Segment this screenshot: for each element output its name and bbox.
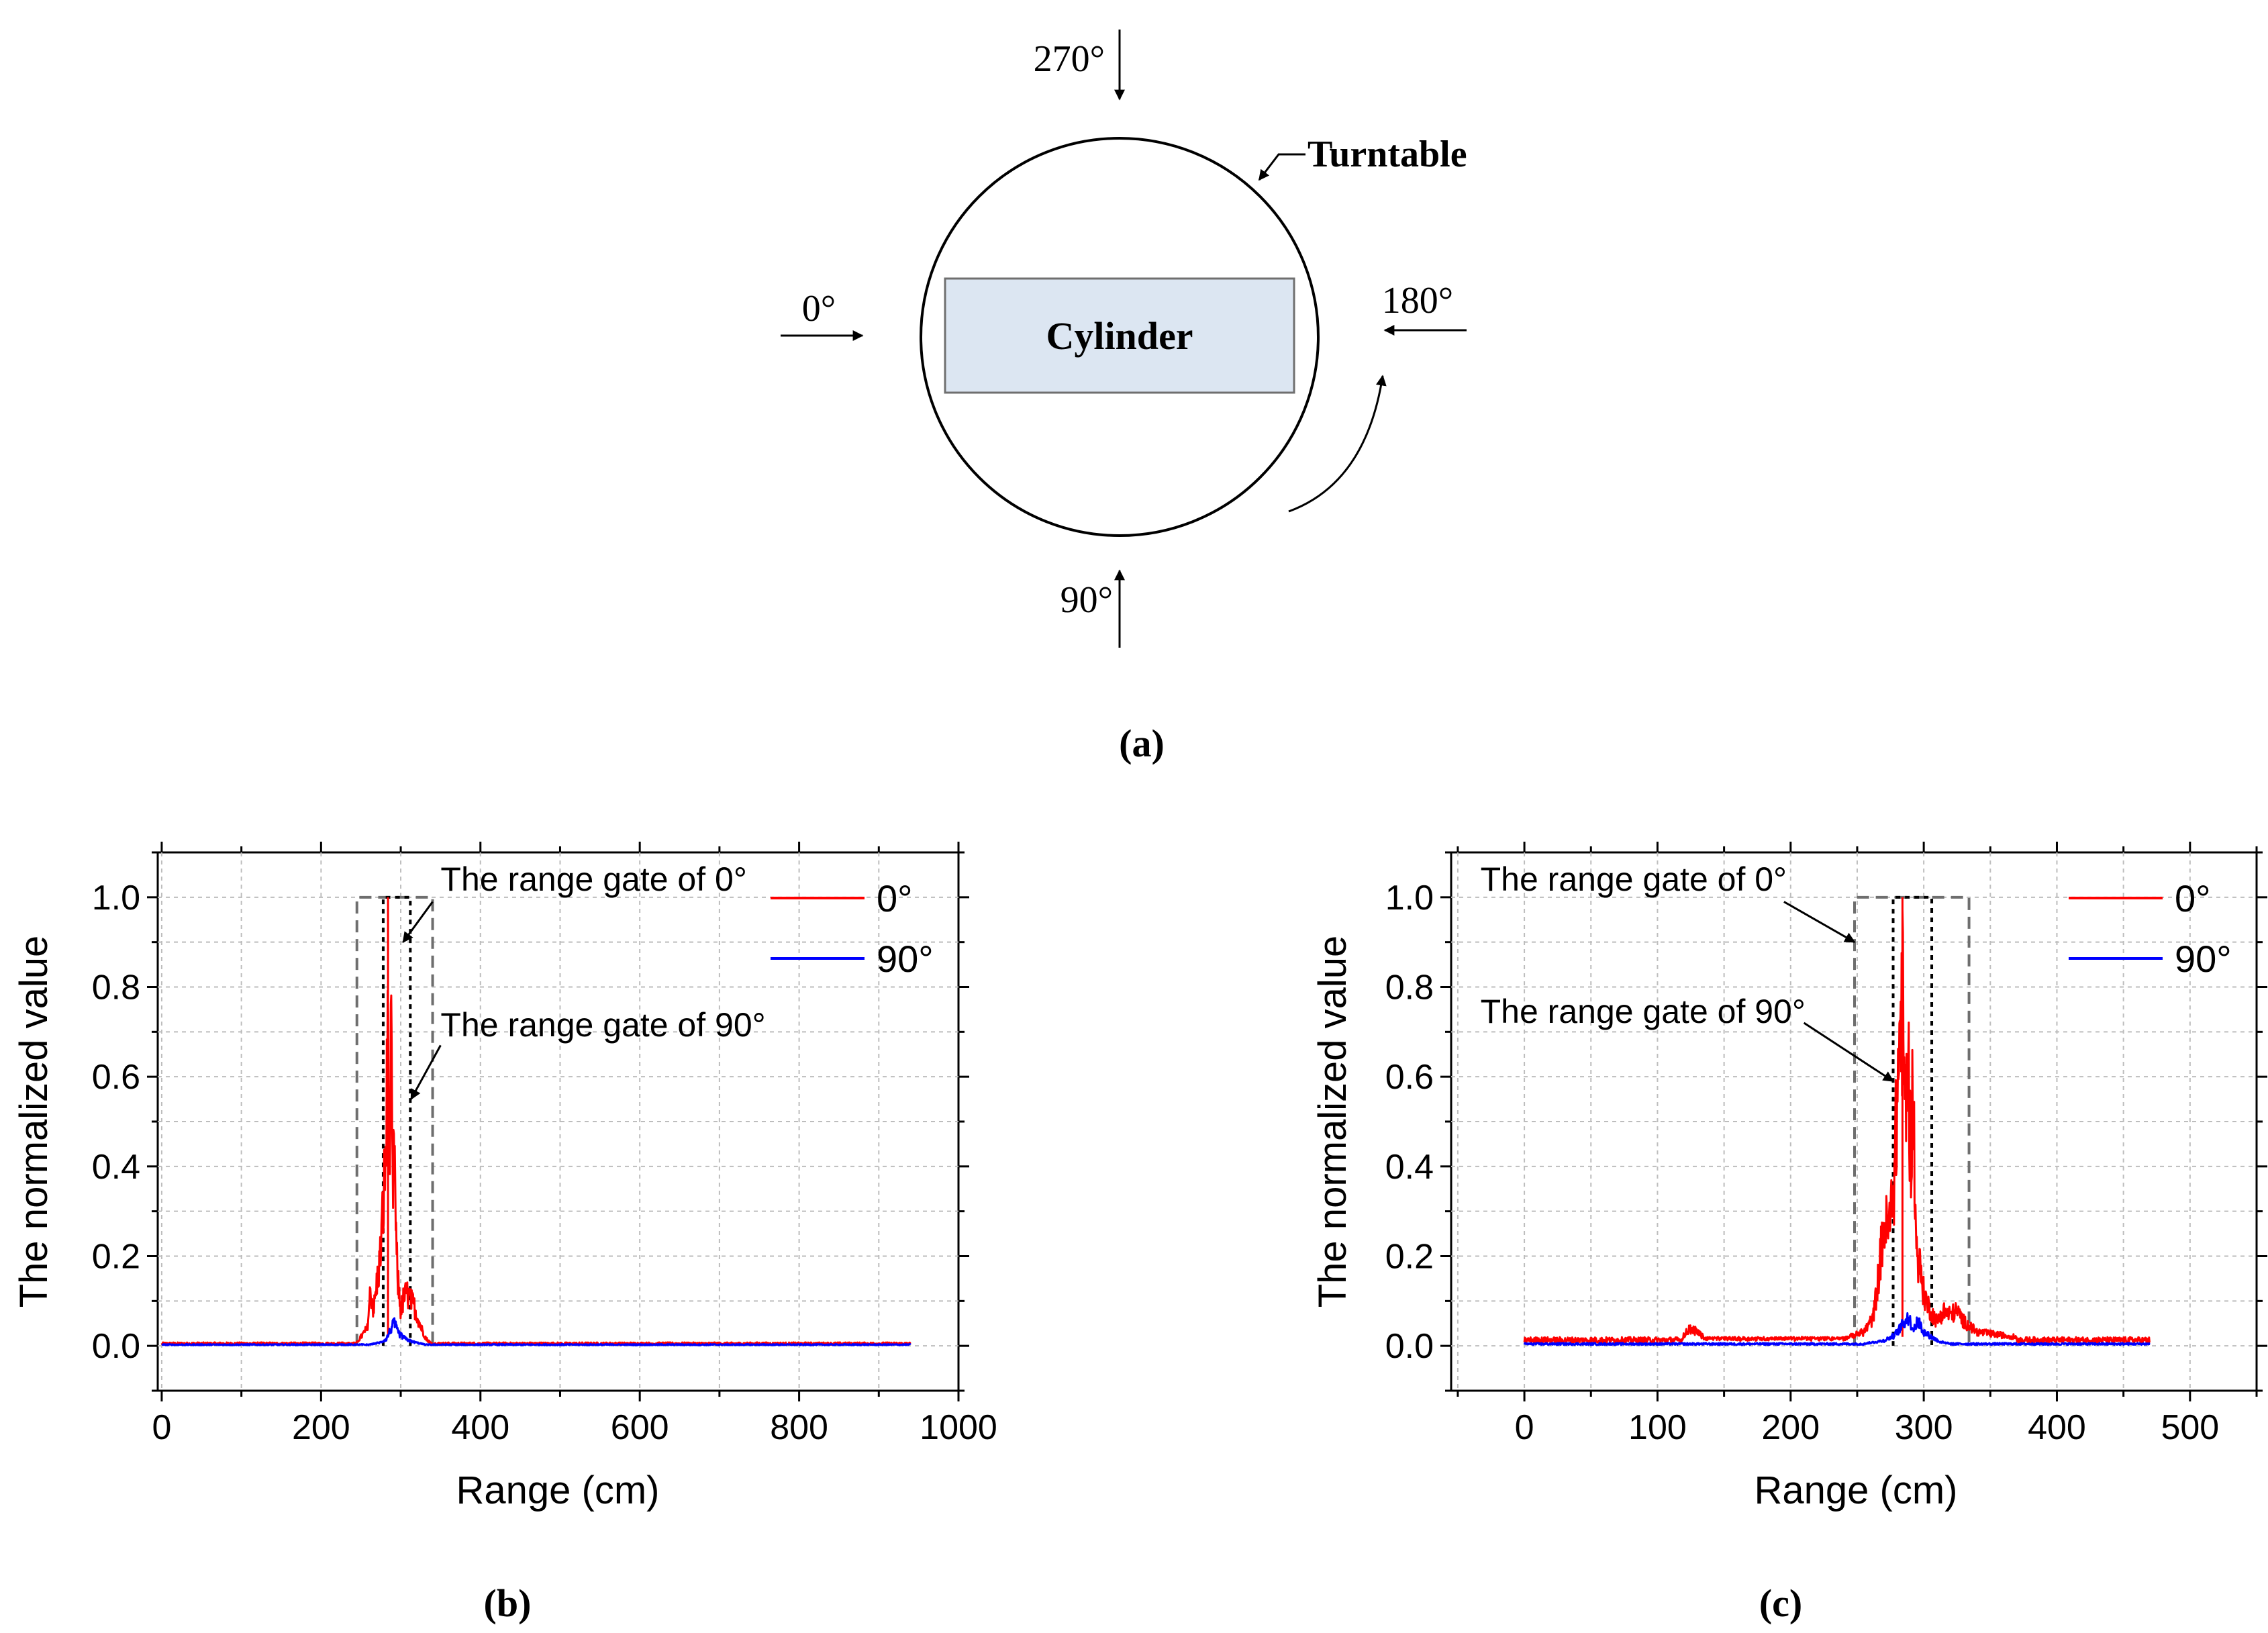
chart-c-x-tick-label: 0 [1515,1408,1534,1447]
chart-c-legend-label-1: 90° [2175,938,2232,980]
chart-b-ticks: 0 200 400 600 800 1000 0.0 0.2 0.4 0.6 0.8 1.0 [92,842,997,1447]
chart-b-x-tick-label: 1000 [920,1408,997,1447]
chart-b-annotations: The range gate of 0° The range gate of 90… [402,860,766,1100]
chart-c-grid [1451,852,2257,1391]
chart-b-series [160,897,911,1346]
chart-b-y-axis-label: The normalized value [12,936,56,1308]
chart-c-x-tick-label: 300 [1895,1408,1953,1447]
caption-a: (a) [1119,722,1165,765]
chart-b-x-tick-label: 400 [451,1408,509,1447]
chart-b-legend-label-1: 90° [877,938,934,980]
chart-c-x-tick-label: 200 [1761,1408,1820,1447]
chart-b-legend-label-0: 0° [877,877,913,920]
angle-0-label: 0° [802,288,836,330]
chart-b-y-tick-label: 0.6 [92,1058,140,1097]
chart-c-annotation-arrow-0 [1783,901,1856,943]
chart-b-y-tick-label: 0.2 [92,1238,140,1277]
chart-c-x-tick-label: 400 [2028,1408,2086,1447]
chart-b-x-tick-label: 0 [152,1408,171,1447]
chart-c-annotation-0: The range gate of 0° [1481,860,1787,898]
chart-c-series-0deg-line [1523,897,2151,1344]
chart-c-annotation-arrow-1 [1803,1022,1894,1083]
chart-c-ticks: 0 100 200 300 400 500 0.0 0.2 0.4 0.6 0.8 1.0 [1385,842,2267,1447]
chart-b-annotation-0: The range gate of 0° [440,860,746,898]
chart-b: 0 200 400 600 800 1000 0.0 0.2 0.4 0.6 0.8 1.0 The … [12,842,997,1625]
chart-b-y-tick-label: 0.8 [92,969,140,1007]
chart-c-annotation-1: The range gate of 90° [1481,993,1806,1030]
chart-b-x-tick-label: 600 [611,1408,669,1447]
chart-c-y-tick-label: 0.4 [1385,1148,1434,1187]
turntable-circle [920,137,1320,537]
turntable-label: Turntable [1308,134,1467,175]
chart-c-y-tick-label: 0.2 [1385,1238,1434,1277]
chart-b-series-90deg-line [161,1317,911,1346]
chart-b-range-gates [355,895,434,1346]
chart-b-legend: 0°90° [771,877,934,980]
cylinder-label: Cylinder [1046,314,1193,358]
angle-270-label: 270° [1034,38,1105,80]
chart-c-x-tick-label: 500 [2161,1408,2219,1447]
chart-c-series [1523,897,2151,1346]
turntable-leader-arrow [1258,153,1305,181]
diagram-a: Cylinder Turntable 270° 0° 180° 90° (a) [781,30,1467,765]
caption-b: (b) [484,1581,532,1625]
chart-b-annotation-arrow-0 [402,901,434,943]
chart-b-y-tick-label: 0.0 [92,1327,140,1366]
chart-b-y-tick-label: 0.4 [92,1148,140,1187]
chart-b-plot-area [156,851,960,1392]
rotation-arrow [1288,375,1387,513]
chart-c-y-tick-label: 0.8 [1385,969,1434,1007]
angle-180-label: 180° [1382,280,1453,321]
chart-b-range-gate-90 [381,895,412,1346]
angle-90-label: 90° [1061,579,1113,621]
chart-b-annotation-1: The range gate of 90° [440,1006,765,1044]
chart-b-y-tick-label: 1.0 [92,879,140,918]
chart-b-annotation-arrow-1 [410,1044,442,1100]
chart-c: 0 100 200 300 400 500 0.0 0.2 0.4 0.6 0.8 1.0 The r… [1311,842,2267,1625]
chart-b-grid [158,852,958,1391]
chart-c-y-tick-label: 1.0 [1385,879,1434,918]
caption-c: (c) [1759,1581,1802,1625]
cylinder-rect [944,277,1295,394]
chart-c-x-tick-label: 100 [1628,1408,1687,1447]
chart-b-x-axis-label: Range (cm) [456,1469,660,1512]
chart-c-annotations: The range gate of 0° The range gate of 90… [1481,860,1894,1083]
chart-b-x-tick-label: 800 [770,1408,828,1447]
chart-c-x-axis-label: Range (cm) [1755,1469,1958,1512]
chart-c-legend-label-0: 0° [2175,877,2211,920]
chart-b-series-0deg-line [160,897,911,1346]
chart-c-legend: 0°90° [2069,877,2232,980]
chart-c-y-axis-label: The normalized value [1311,936,1354,1308]
chart-c-series-90deg-line [1523,1312,2151,1346]
chart-c-y-tick-label: 0.0 [1385,1327,1434,1366]
chart-c-y-tick-label: 0.6 [1385,1058,1434,1097]
chart-b-x-tick-label: 200 [292,1408,350,1447]
